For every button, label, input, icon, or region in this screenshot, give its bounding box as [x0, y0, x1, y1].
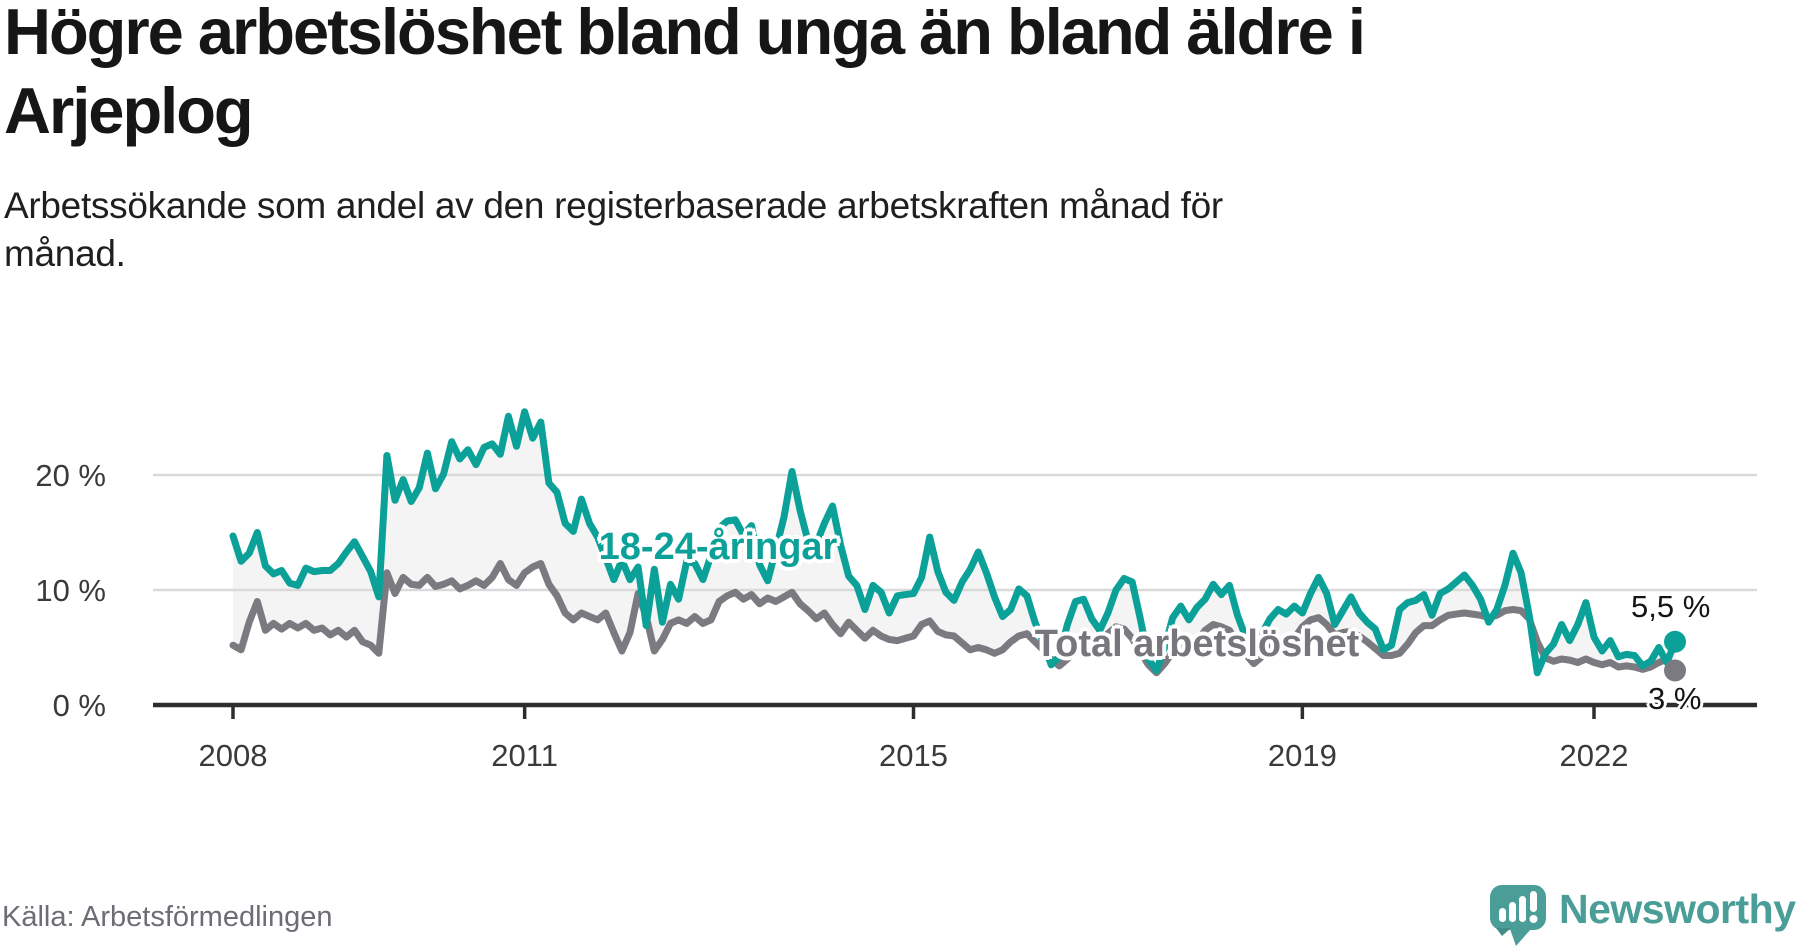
x-tick-label: 2011 — [491, 738, 558, 773]
page-subtitle-line1: Arbetssökande som andel av den registerb… — [4, 185, 1223, 226]
y-tick-label: 20 % — [35, 458, 106, 493]
total-line — [229, 560, 1679, 677]
source-text: Källa: Arbetsförmedlingen — [2, 901, 333, 933]
y-tick-label: 0 % — [53, 688, 106, 723]
series-label-total: Total arbetslöshet — [1034, 623, 1360, 665]
y-tick-label: 10 % — [35, 573, 106, 608]
x-tick-label: 2019 — [1268, 738, 1337, 773]
page-title-line2: Arjeplog — [4, 74, 254, 147]
newsworthy-logo-icon — [1490, 885, 1546, 946]
band-fill — [233, 411, 1675, 673]
x-tick-label: 2008 — [199, 738, 268, 773]
end-value-label-total: 3 % — [1648, 681, 1702, 716]
page-title-line1: Högre arbetslöshet bland unga än bland ä… — [4, 0, 1366, 68]
youth-line — [229, 408, 1679, 677]
youth-end-dot — [1664, 630, 1687, 653]
end-value-label-youth: 5,5 % — [1631, 589, 1711, 624]
newsworthy-wordmark: Newsworthy — [1559, 886, 1796, 932]
page-subtitle: Arbetssökande som andel av den registerb… — [4, 182, 1223, 278]
x-tick-label: 2015 — [879, 738, 948, 773]
page-subtitle-line2: månad. — [4, 233, 126, 274]
series-label-youth: 18-24-åringar — [598, 526, 838, 568]
total-end-dot — [1664, 659, 1687, 682]
x-tick-label: 2022 — [1560, 738, 1629, 773]
page-title: Högre arbetslöshet bland unga än bland ä… — [4, 0, 1366, 150]
